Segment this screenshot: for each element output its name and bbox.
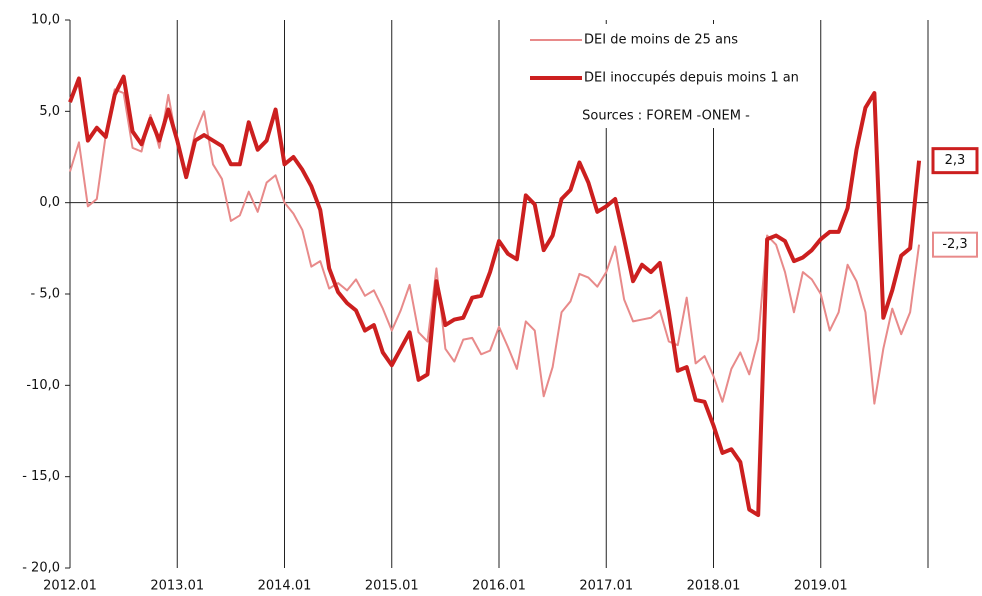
- x-tick-label: 2016.01: [472, 579, 526, 594]
- y-tick-label: -10,0: [26, 378, 60, 393]
- x-tick-label: 2014.01: [258, 579, 312, 594]
- annotation: Sources : FOREM -ONEM -: [582, 109, 750, 124]
- y-tick-label: 0,0: [39, 195, 60, 210]
- x-tick-label: 2017.01: [579, 579, 633, 594]
- y-tick-label: - 5,0: [31, 287, 61, 302]
- legend-label: DEI inoccupés depuis moins 1 an: [584, 71, 799, 86]
- y-tick-label: 10,0: [31, 13, 60, 28]
- legend-label: DEI de moins de 25 ans: [584, 33, 738, 48]
- x-tick-label: 2012.01: [43, 579, 97, 594]
- data-line: [69, 88, 921, 405]
- x-tick-label: 2018.01: [687, 579, 741, 594]
- y-tick-label: - 20,0: [22, 561, 60, 576]
- y-tick-label: - 15,0: [22, 469, 60, 484]
- end-label: -2,3: [942, 237, 967, 252]
- end-label-box: [932, 231, 978, 258]
- end-label-box: [931, 147, 979, 175]
- x-tick-label: 2015.01: [365, 579, 419, 594]
- x-tick-label: 2013.01: [150, 579, 204, 594]
- end-label: 2,3: [945, 153, 966, 168]
- x-tick-label: 2019.01: [794, 579, 848, 594]
- data-line: [68, 74, 922, 518]
- y-tick-label: 5,0: [39, 104, 60, 119]
